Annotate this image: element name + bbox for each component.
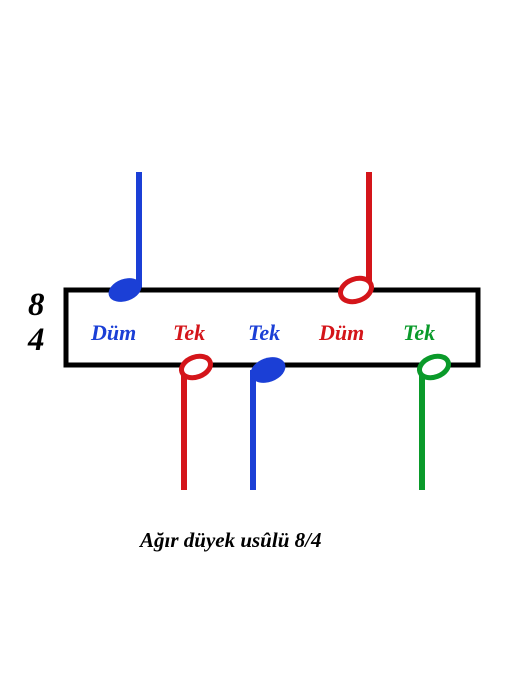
syllable-0: Düm [91,320,136,346]
syllable-3: Düm [319,320,364,346]
caption: Ağır düyek usûlü 8/4 [140,528,321,553]
syllable-2: Tek [248,320,280,346]
syllable-1: Tek [173,320,205,346]
syllable-4: Tek [403,320,435,346]
diagram-stage: 8 4 Düm Tek Tek Düm Tek Ağır düyek usûlü 8/4 [0,0,525,700]
notation-svg [0,0,525,700]
time-signature-bottom: 4 [28,322,45,359]
time-signature-top: 8 [28,287,45,324]
